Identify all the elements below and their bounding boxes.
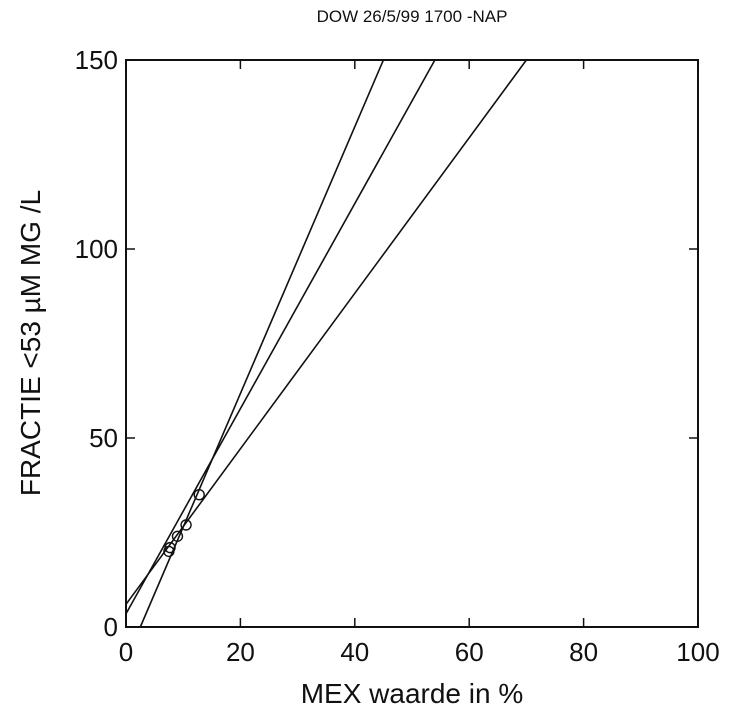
x-tick-label: 40: [340, 637, 369, 667]
x-tick-label: 0: [119, 637, 133, 667]
x-tick-label: 100: [676, 637, 719, 667]
axis-ticks: [125, 59, 699, 628]
fit-line-2: [125, 59, 436, 615]
chart-title: DOW 26/5/99 1700 -NAP: [317, 7, 508, 26]
data-point: [171, 530, 184, 542]
data-point: [180, 519, 192, 531]
y-tick-label: 150: [75, 45, 118, 75]
x-tick-label: 60: [455, 637, 484, 667]
y-axis-label: FRACTIE <53 µM MG /L: [15, 190, 46, 496]
y-tick-label: 100: [75, 234, 118, 264]
plot-area-frame: [125, 59, 699, 628]
data-point: [193, 489, 205, 501]
data-point: [164, 541, 176, 554]
fit-line-1: [139, 59, 385, 628]
axis-tick-labels: 0 20 40 60 80 100 0 50 100 150: [75, 45, 720, 667]
y-tick-label: 0: [104, 612, 118, 642]
data-points: [163, 489, 205, 558]
fit-line-3: [125, 59, 528, 605]
x-tick-label: 80: [569, 637, 598, 667]
x-axis-label: MEX waarde in %: [301, 678, 524, 709]
y-tick-label: 50: [89, 423, 118, 453]
regression-lines: [125, 59, 528, 628]
x-tick-label: 20: [226, 637, 255, 667]
